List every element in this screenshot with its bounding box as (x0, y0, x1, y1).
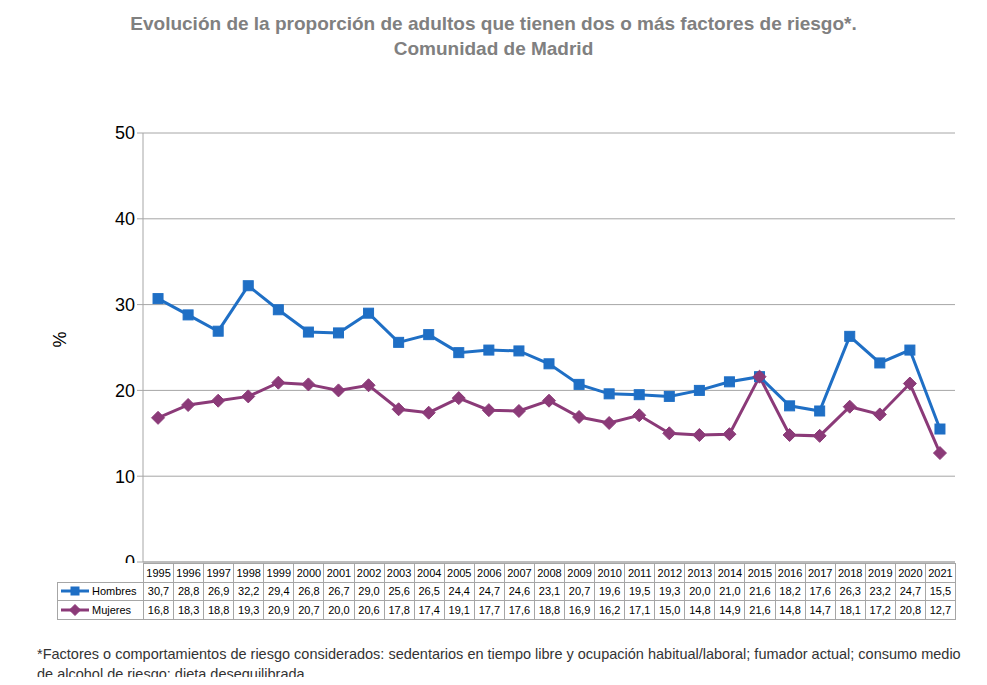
svg-text:%: % (50, 331, 70, 347)
html-text:2007: 2007 (507, 566, 532, 579)
html-text:21,6: 21,6 (749, 585, 771, 598)
html-text:26,7: 26,7 (328, 585, 350, 598)
html-text:29,0: 29,0 (358, 585, 380, 598)
html-text:19,6: 19,6 (598, 585, 621, 598)
html-text:2009: 2009 (567, 566, 592, 579)
html-text:20,9: 20,9 (268, 603, 290, 616)
html-text:18,1: 18,1 (839, 603, 861, 616)
html-text:20,6: 20,6 (358, 603, 380, 616)
html-text:20,7: 20,7 (568, 585, 591, 598)
svg-text:50: 50 (115, 123, 135, 143)
html-text:15,0: 15,0 (659, 603, 681, 616)
html-text:23,2: 23,2 (869, 585, 891, 598)
html-text:14,9: 14,9 (719, 603, 741, 616)
html-text:2006: 2006 (477, 566, 502, 579)
html-text:2018: 2018 (838, 566, 863, 579)
html-text:2020: 2020 (898, 566, 923, 579)
html-text:17,7: 17,7 (478, 603, 500, 616)
html-text:26,9: 26,9 (208, 585, 230, 598)
html-text:18,3: 18,3 (177, 603, 200, 616)
html-text:17,6: 17,6 (508, 603, 531, 616)
html-text:19,1: 19,1 (448, 603, 470, 616)
html-text:2000 2001 2002 2003 2004: 2000 2001 2002 2003 2004 (296, 566, 442, 579)
html-text:14,8: 14,8 (689, 603, 711, 616)
html-text:18,8: 18,8 (538, 603, 561, 616)
html-text:21,0: 21,0 (719, 585, 741, 598)
html-text:16,9: 16,9 (568, 603, 591, 616)
html-text:26,5: 26,5 (418, 585, 440, 598)
html-text:16,8: 16,8 (147, 603, 170, 616)
html-text:1997: 1997 (206, 566, 231, 579)
html-text:17,8: 17,8 (388, 603, 410, 616)
html-text:30,7: 30,7 (147, 585, 170, 598)
html-text:1999: 1999 (266, 566, 291, 579)
html-text:19,5: 19,5 (629, 585, 651, 598)
html-text:2012: 2012 (657, 566, 682, 579)
html-text:Hombres: Hombres (92, 585, 137, 598)
html-text:1995: 1995 (146, 566, 171, 579)
html-text:Evolución de la proporción de: Evolución de la proporción de adultos qu… (130, 13, 857, 34)
html-text:17,2: 17,2 (869, 603, 891, 616)
html-text:Comunidad de Madrid: Comunidad de Madrid (393, 38, 594, 59)
svg-text:0: 0 (125, 552, 135, 563)
html-text:24,6: 24,6 (508, 585, 531, 598)
html-text:16,2: 16,2 (598, 603, 621, 616)
svg-text:20: 20 (115, 381, 135, 401)
html-text:26,3: 26,3 (839, 585, 861, 598)
html-text:17,4: 17,4 (418, 603, 440, 616)
svg-text:10: 10 (115, 467, 135, 487)
html-text:14,7: 14,7 (809, 603, 831, 616)
html-text:Mujeres: Mujeres (92, 603, 132, 616)
html-text:12,7: 12,7 (929, 603, 952, 616)
html-text:18,8: 18,8 (208, 603, 230, 616)
html-text:20,7: 20,7 (298, 603, 320, 616)
html-text:20,0: 20,0 (689, 585, 711, 598)
html-text:2019: 2019 (868, 566, 893, 579)
html-text:28,8: 28,8 (177, 585, 200, 598)
html-text:26,8: 26,8 (298, 585, 320, 598)
svg-text:40: 40 (115, 209, 135, 229)
html-text:2013 2014 2015 2016 2017: 2013 2014 2015 2016 2017 (687, 566, 833, 579)
html-text:18,2: 18,2 (779, 585, 801, 598)
html-text:17,6: 17,6 (809, 585, 831, 598)
html-text:1998: 1998 (236, 566, 261, 579)
html-text:2011: 2011 (627, 566, 652, 579)
html-text:19,3: 19,3 (238, 603, 260, 616)
html-text:29,4: 29,4 (268, 585, 290, 598)
html-text:2010: 2010 (597, 566, 622, 579)
html-text:2021: 2021 (928, 566, 953, 579)
html-text:14,8: 14,8 (779, 603, 801, 616)
html-text:17,1: 17,1 (629, 603, 651, 616)
html-text:20,0: 20,0 (328, 603, 350, 616)
html-text:25,6: 25,6 (388, 585, 410, 598)
html-text:1996: 1996 (176, 566, 201, 579)
html-text:24,7: 24,7 (899, 585, 922, 598)
html-text:24,7: 24,7 (478, 585, 500, 598)
html-text:21,6: 21,6 (749, 603, 771, 616)
html-text:15,5: 15,5 (929, 585, 952, 598)
html-text:32,2: 32,2 (238, 585, 260, 598)
svg-text:30: 30 (115, 295, 135, 315)
html-text:20,8: 20,8 (899, 603, 922, 616)
html-text:23,1: 23,1 (538, 585, 561, 598)
html-text:2005: 2005 (447, 566, 472, 579)
html-text:24,4: 24,4 (448, 585, 470, 598)
html-text:2008: 2008 (537, 566, 562, 579)
html-text:19,3: 19,3 (659, 585, 681, 598)
